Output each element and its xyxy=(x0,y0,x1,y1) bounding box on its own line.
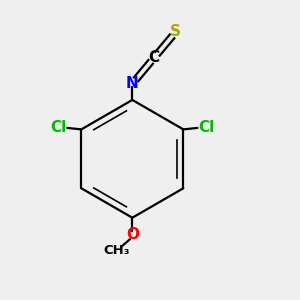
Text: N: N xyxy=(126,76,139,91)
Text: S: S xyxy=(170,24,182,39)
Text: O: O xyxy=(126,227,139,242)
Text: Cl: Cl xyxy=(198,119,214,134)
Text: C: C xyxy=(148,50,160,65)
Text: Cl: Cl xyxy=(50,119,67,134)
Text: CH₃: CH₃ xyxy=(103,244,129,256)
